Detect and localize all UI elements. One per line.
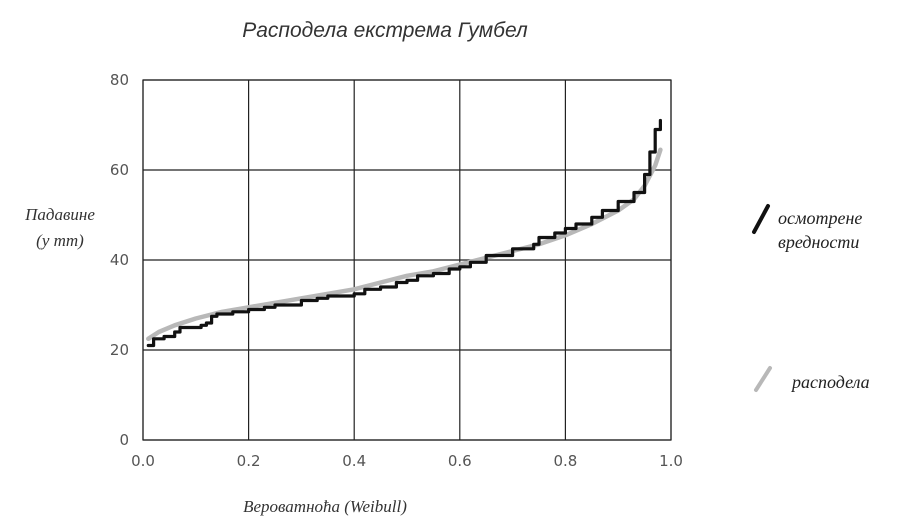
x-axis-ticks: 0.0 0.2 0.4 0.6 0.8 1.0	[131, 452, 683, 470]
legend-label-observed-line-2: вредности	[778, 232, 859, 252]
x-tick-label: 0.0	[131, 452, 155, 470]
legend: осмотрене вредности расподела	[752, 204, 870, 392]
x-tick-label: 1.0	[659, 452, 683, 470]
y-tick-label: 0	[119, 431, 129, 449]
y-tick-label: 60	[110, 161, 129, 179]
y-axis-ticks: 0 20 40 60 80	[110, 71, 129, 449]
x-tick-label: 0.6	[448, 452, 472, 470]
grid	[142, 79, 672, 441]
x-tick-label: 0.4	[342, 452, 366, 470]
legend-swatch-observed	[752, 204, 770, 234]
legend-label-distribution: расподела	[790, 372, 870, 392]
x-axis-title: Вероватноћа (Weibull)	[243, 497, 407, 516]
x-tick-label: 0.8	[553, 452, 577, 470]
chart-title: Расподела екстрема Гумбел	[242, 19, 528, 42]
x-tick-label: 0.2	[237, 452, 261, 470]
series-line-observed	[146, 118, 662, 348]
legend-label-observed-line-1: осмотрене	[778, 208, 862, 228]
y-axis-title-line-2: (у mm)	[36, 231, 84, 250]
y-tick-label: 20	[110, 341, 129, 359]
y-axis-title-line-1: Падавине	[24, 205, 95, 224]
series-layer	[146, 118, 663, 348]
y-tick-label: 40	[110, 251, 129, 269]
plot-area	[142, 79, 672, 441]
series-line-distribution	[146, 147, 663, 342]
legend-swatch-distribution	[754, 366, 772, 392]
y-tick-label: 80	[110, 71, 129, 89]
